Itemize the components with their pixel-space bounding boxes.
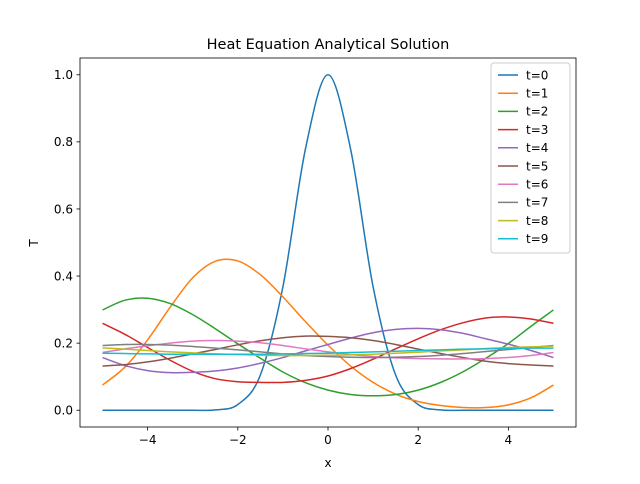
series-line-5 — [102, 335, 554, 367]
x-axis-ticks: −4 −2 0 2 4 — [139, 427, 512, 447]
y-axis-label: T — [27, 239, 41, 248]
x-tick-label: 2 — [414, 433, 422, 447]
x-axis-label: x — [324, 456, 331, 470]
chart-title: Heat Equation Analytical Solution — [207, 37, 450, 53]
y-tick-label: 0.0 — [54, 404, 73, 418]
legend-label-5: t=5 — [526, 159, 548, 173]
legend-label-7: t=7 — [526, 196, 548, 210]
legend-label-4: t=4 — [526, 141, 548, 155]
legend-label-8: t=8 — [526, 214, 548, 228]
legend-label-3: t=3 — [526, 123, 548, 137]
y-tick-label: 0.6 — [54, 202, 73, 216]
series-line-9 — [102, 347, 554, 355]
y-axis-ticks: 0.0 0.2 0.4 0.6 0.8 1.0 — [54, 68, 80, 418]
legend-frame — [490, 62, 571, 254]
x-tick-label: 4 — [505, 433, 513, 447]
x-tick-label: 0 — [324, 433, 332, 447]
legend: t=0 t=1 t=2 t=3 t=4 t=5 t=6 t=7 t=8 t=9 — [490, 62, 571, 254]
series-line-3 — [102, 316, 554, 384]
series-line-4 — [102, 327, 554, 374]
y-tick-label: 0.2 — [54, 336, 73, 350]
legend-label-0: t=0 — [526, 68, 548, 82]
series-lines — [102, 74, 554, 412]
series-line-0 — [102, 74, 554, 412]
y-tick-label: 0.4 — [54, 269, 73, 283]
legend-label-6: t=6 — [526, 178, 548, 192]
legend-label-2: t=2 — [526, 105, 548, 119]
series-line-6 — [102, 339, 554, 360]
x-tick-label: −4 — [139, 433, 157, 447]
legend-label-9: t=9 — [526, 232, 548, 246]
y-tick-label: 1.0 — [54, 68, 73, 82]
y-tick-label: 0.8 — [54, 135, 73, 149]
x-tick-label: −2 — [229, 433, 247, 447]
legend-label-1: t=1 — [526, 87, 548, 101]
series-line-7 — [102, 343, 554, 359]
series-line-2 — [102, 297, 554, 397]
